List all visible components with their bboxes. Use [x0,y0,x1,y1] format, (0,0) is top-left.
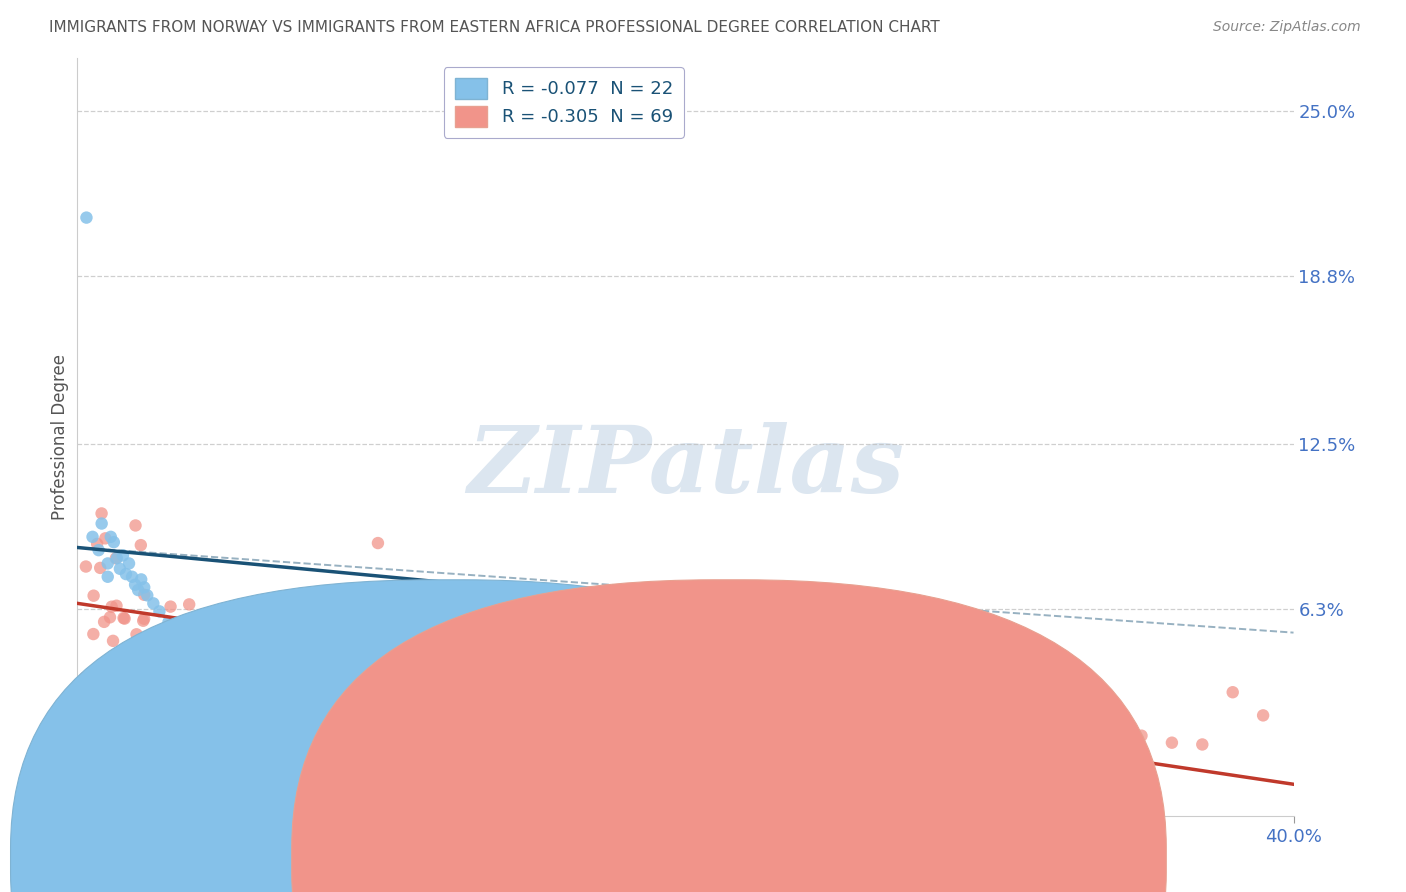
Point [112,671,135,685]
Point [97,557,120,571]
Point [165,666,187,681]
Point [170,665,193,679]
Point [75,559,97,574]
Point [735,742,758,756]
Point [314,626,336,640]
Point [401,629,423,643]
Point [108,562,131,576]
Point [1070,745,1092,759]
Point [136,588,159,602]
Point [172,644,194,658]
Point [115,567,138,582]
Point [134,612,156,626]
Point [86,537,108,551]
Point [979,706,1001,720]
Point [105,551,128,566]
Text: Source: ZipAtlas.com: Source: ZipAtlas.com [1213,20,1361,34]
Point [1222,685,1244,699]
Point [408,680,430,694]
Point [1191,738,1213,752]
Point [273,625,295,640]
Point [644,586,666,600]
Point [89,561,111,575]
Point [328,600,350,615]
Point [155,662,177,676]
Point [100,530,122,544]
Point [179,598,201,612]
Text: Immigrants from Eastern Africa: Immigrants from Eastern Africa [751,851,1011,869]
Point [93,615,115,629]
Point [579,624,602,639]
Point [148,624,170,639]
Text: ZIPatlas: ZIPatlas [467,423,904,512]
Point [104,551,127,566]
Point [73,671,96,685]
Point [83,589,105,603]
Point [218,606,240,620]
Point [704,613,727,627]
Point [420,613,443,627]
Point [94,532,117,546]
Point [82,627,104,641]
Point [105,599,128,613]
Point [129,538,152,552]
Point [316,591,339,606]
Point [75,211,97,225]
Point [562,673,585,688]
Point [430,627,453,641]
Point [125,627,148,641]
Point [118,557,141,571]
Point [918,656,941,670]
Point [432,656,454,670]
Point [187,623,209,637]
Point [675,683,697,698]
Point [100,599,122,614]
Point [181,751,204,765]
Point [98,610,121,624]
Point [157,615,180,629]
Point [159,599,181,614]
Point [1161,736,1184,750]
Y-axis label: Professional Degree: Professional Degree [51,354,69,520]
Point [583,674,606,689]
Point [561,662,583,676]
Point [447,624,470,639]
Text: IMMIGRANTS FROM NORWAY VS IMMIGRANTS FROM EASTERN AFRICA PROFESSIONAL DEGREE COR: IMMIGRANTS FROM NORWAY VS IMMIGRANTS FRO… [49,20,941,35]
Text: Immigrants from Norway: Immigrants from Norway [470,851,676,869]
Point [101,633,124,648]
Point [97,570,120,584]
Point [188,637,211,651]
Point [127,582,149,597]
Point [90,507,112,521]
Point [87,543,110,558]
Point [1251,708,1274,723]
Point [111,549,134,563]
Point [505,643,527,657]
Point [148,604,170,618]
Point [142,596,165,610]
Point [827,621,849,635]
Point [273,685,295,699]
Point [90,516,112,531]
Point [132,614,155,628]
Point [134,581,156,595]
Point [76,670,98,684]
Point [242,611,264,625]
Point [134,588,156,602]
Point [103,535,125,549]
Legend: R = -0.077  N = 22, R = -0.305  N = 69: R = -0.077 N = 22, R = -0.305 N = 69 [444,67,683,137]
Point [143,667,166,681]
Point [129,573,152,587]
Point [124,518,146,533]
Point [124,578,146,592]
Point [579,669,602,683]
Point [1130,729,1153,743]
Point [367,536,389,550]
Point [82,530,104,544]
Point [121,570,143,584]
Point [114,612,136,626]
Point [105,652,128,666]
Point [112,611,135,625]
